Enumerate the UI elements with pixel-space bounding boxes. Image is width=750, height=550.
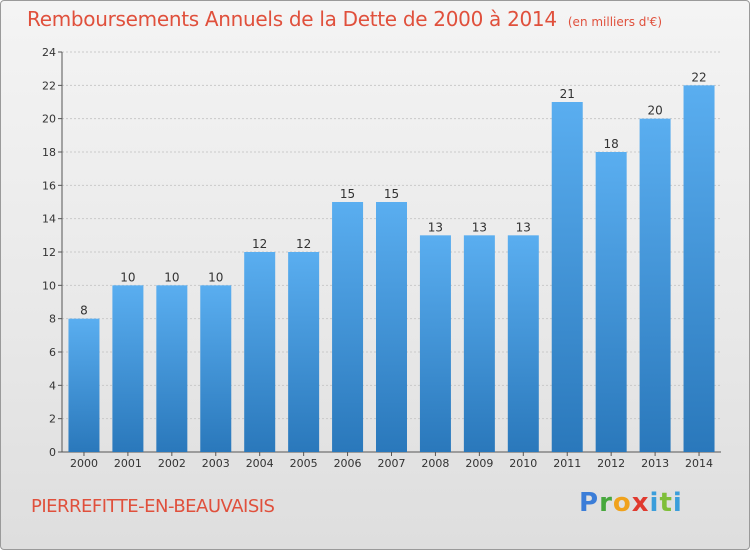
bar-value-label: 15	[340, 187, 355, 201]
x-tick-label: 2003	[202, 457, 230, 470]
bar-value-label: 13	[516, 220, 531, 234]
bar-value-label: 10	[164, 270, 179, 284]
bar-value-label: 13	[428, 220, 443, 234]
y-tick-label: 8	[49, 313, 56, 326]
bar	[419, 235, 451, 452]
bar-value-label: 13	[472, 220, 487, 234]
x-tick-label: 2011	[553, 457, 581, 470]
bar	[68, 318, 100, 452]
bar-value-label: 12	[296, 237, 311, 251]
bar-value-label: 18	[604, 137, 619, 151]
x-tick-label: 2006	[334, 457, 362, 470]
bar	[463, 235, 495, 452]
bar	[200, 285, 232, 452]
bar-value-label: 10	[120, 270, 135, 284]
bar	[683, 85, 715, 452]
bar	[156, 285, 188, 452]
x-tick-label: 2009	[465, 457, 493, 470]
x-tick-label: 2008	[421, 457, 449, 470]
y-tick-label: 0	[49, 446, 56, 459]
bar	[595, 152, 627, 452]
x-tick-label: 2007	[378, 457, 406, 470]
y-tick-label: 6	[49, 346, 56, 359]
bar	[639, 118, 671, 453]
y-tick-label: 4	[49, 379, 56, 392]
bar	[551, 102, 583, 452]
bar-value-label: 8	[80, 304, 88, 318]
bar	[376, 202, 407, 452]
bar-value-label: 12	[252, 237, 267, 251]
chart-subtitle: (en milliers d'€)	[567, 15, 662, 29]
bar-value-label: 20	[647, 104, 662, 118]
x-tick-label: 2004	[246, 457, 274, 470]
chart-title-block: Remboursements Annuels de la Dette de 20…	[27, 7, 662, 31]
chart-title: Remboursements Annuels de la Dette de 20…	[27, 7, 557, 31]
x-tick-label: 2012	[597, 457, 625, 470]
bar	[332, 202, 364, 452]
bar	[288, 252, 320, 452]
x-tick-label: 2010	[509, 457, 537, 470]
x-tick-label: 2001	[114, 457, 142, 470]
x-tick-label: 2002	[158, 457, 186, 470]
y-tick-label: 16	[42, 179, 56, 192]
proxiti-logo: Proxiti	[579, 488, 683, 518]
bar	[507, 235, 539, 452]
y-tick-label: 10	[42, 279, 56, 292]
bar-value-label: 15	[384, 187, 399, 201]
y-tick-label: 18	[42, 146, 56, 159]
city-name: PIERREFITTE-EN-BEAUVAISIS	[31, 496, 275, 517]
y-tick-label: 14	[42, 213, 56, 226]
y-tick-label: 2	[49, 413, 56, 426]
y-tick-label: 22	[42, 79, 56, 92]
x-tick-label: 2014	[685, 457, 713, 470]
y-tick-label: 12	[42, 246, 56, 259]
bar	[244, 252, 276, 452]
x-tick-label: 2000	[70, 457, 98, 470]
bar-value-label: 10	[208, 270, 223, 284]
bar	[112, 285, 144, 452]
y-tick-label: 20	[42, 113, 56, 126]
y-tick-label: 24	[42, 46, 56, 59]
bar-value-label: 22	[691, 70, 706, 84]
bar-value-label: 21	[560, 87, 575, 101]
x-tick-label: 2013	[641, 457, 669, 470]
x-tick-label: 2005	[290, 457, 318, 470]
